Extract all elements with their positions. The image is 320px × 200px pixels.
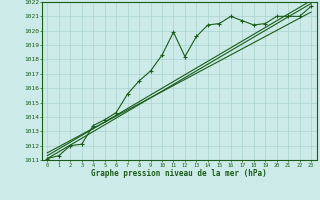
X-axis label: Graphe pression niveau de la mer (hPa): Graphe pression niveau de la mer (hPa) (91, 169, 267, 178)
